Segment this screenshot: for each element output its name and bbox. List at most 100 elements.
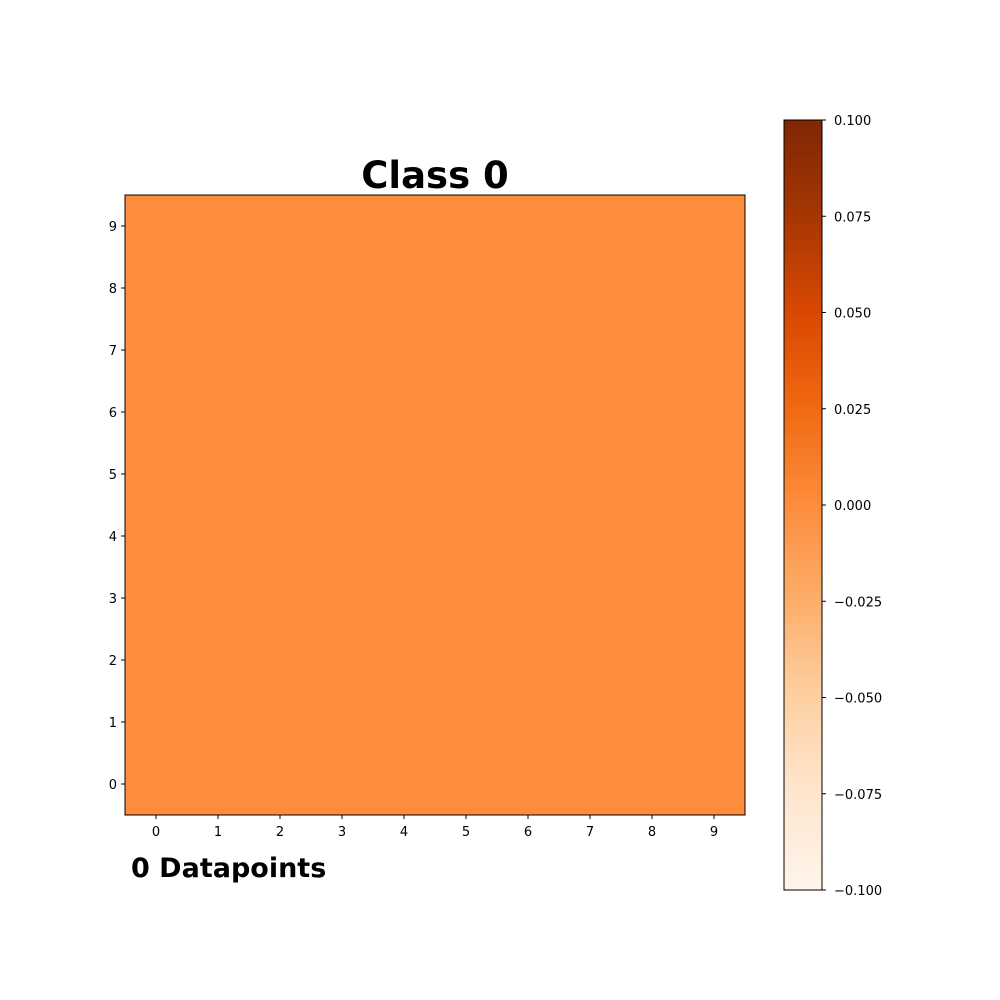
y-tick-label: 0: [109, 778, 117, 793]
heatmap-cell: [187, 567, 250, 630]
heatmap-cell: [559, 257, 622, 320]
heatmap-cell: [311, 319, 374, 382]
heatmap-cell: [497, 567, 560, 630]
heatmap-cell: [187, 195, 250, 258]
heatmap-cell: [559, 319, 622, 382]
heatmap-cell: [559, 505, 622, 568]
heatmap-cell: [249, 753, 312, 816]
heatmap-cell: [311, 567, 374, 630]
y-tick-label: 8: [109, 282, 117, 297]
colorbar-gradient: [783, 119, 823, 891]
heatmap-cell: [435, 505, 498, 568]
heatmap-cell: [125, 195, 188, 258]
x-tick-label: 7: [586, 825, 594, 840]
x-tick-label: 3: [338, 825, 346, 840]
x-tick-label: 1: [214, 825, 222, 840]
heatmap-cell: [683, 753, 746, 816]
heatmap-cell: [249, 505, 312, 568]
x-tick-label: 8: [648, 825, 656, 840]
heatmap-cell: [435, 443, 498, 506]
heatmap-cell: [497, 443, 560, 506]
y-tick-label: 7: [109, 344, 117, 359]
y-axis: 0 1 2 3 4 5 6 7 8 9: [109, 220, 125, 793]
heatmap-cell: [435, 195, 498, 258]
heatmap-cell: [559, 753, 622, 816]
x-tick-label: 2: [276, 825, 284, 840]
y-tick-label: 5: [109, 468, 117, 483]
heatmap-cell: [621, 505, 684, 568]
heatmap-cell: [497, 381, 560, 444]
heatmap-cell: [249, 443, 312, 506]
heatmap-cell: [435, 691, 498, 754]
heatmap-cell: [497, 691, 560, 754]
heatmap-cell: [683, 195, 746, 258]
heatmap-cell: [559, 567, 622, 630]
heatmap-cell: [311, 195, 374, 258]
heatmap-cell: [125, 257, 188, 320]
heatmap-cell: [435, 257, 498, 320]
heatmap-cell: [311, 691, 374, 754]
heatmap-cell: [249, 567, 312, 630]
x-axis: 0 1 2 3 4 5 6 7 8 9: [152, 815, 718, 840]
heatmap-cell: [187, 691, 250, 754]
heatmap-cell: [373, 443, 436, 506]
heatmap-cell: [373, 505, 436, 568]
heatmap-cell: [621, 443, 684, 506]
heatmap-cell: [311, 443, 374, 506]
heatmap-cell: [683, 629, 746, 692]
colorbar-tick-label: −0.100: [834, 884, 882, 899]
colorbar: 0.100 0.075 0.050 0.025 0.000 −0.025 −0.050 −0.…: [783, 114, 882, 899]
heatmap-cell: [373, 567, 436, 630]
heatmap-cell: [373, 753, 436, 816]
heatmap-cell: [311, 753, 374, 816]
colorbar-tick-label: 0.025: [834, 403, 871, 418]
heatmap-cell: [187, 443, 250, 506]
heatmap-cell: [621, 629, 684, 692]
colorbar-ticks: 0.100 0.075 0.050 0.025 0.000 −0.025 −0.050 −0.…: [822, 114, 882, 899]
heatmap-cell: [249, 691, 312, 754]
colorbar-tick-label: 0.050: [834, 307, 871, 322]
heatmap-cell: [311, 629, 374, 692]
heatmap-cell: [373, 691, 436, 754]
colorbar-tick-label: −0.025: [834, 595, 882, 610]
heatmap-cell: [373, 319, 436, 382]
heatmap-cell: [435, 629, 498, 692]
y-tick-label: 1: [109, 716, 117, 731]
heatmap-cell: [125, 629, 188, 692]
heatmap-cell: [249, 257, 312, 320]
heatmap-cell: [373, 257, 436, 320]
x-tick-label: 6: [524, 825, 532, 840]
y-tick-label: 9: [109, 220, 117, 235]
heatmap-cell: [497, 505, 560, 568]
heatmap-cell: [683, 443, 746, 506]
x-tick-label: 9: [710, 825, 718, 840]
heatmap-cell: [497, 629, 560, 692]
heatmap-cell: [125, 505, 188, 568]
heatmap-cell: [621, 257, 684, 320]
plot-frame: [124, 194, 746, 816]
heatmap-cell: [187, 319, 250, 382]
heatmap-cell: [125, 753, 188, 816]
heatmap-cell: [373, 195, 436, 258]
heatmap-cells: [125, 195, 746, 816]
y-tick-label: 2: [109, 654, 117, 669]
y-tick-label: 6: [109, 406, 117, 421]
heatmap-cell: [559, 691, 622, 754]
heatmap-cell: [683, 505, 746, 568]
y-tick-label: 3: [109, 592, 117, 607]
heatmap-cell: [621, 753, 684, 816]
heatmap-cell: [435, 381, 498, 444]
heatmap-cell: [373, 381, 436, 444]
heatmap-cell: [683, 381, 746, 444]
heatmap-cell: [683, 319, 746, 382]
heatmap-cell: [497, 753, 560, 816]
colorbar-tick-label: 0.000: [834, 499, 871, 514]
heatmap-cell: [621, 381, 684, 444]
heatmap-cell: [621, 319, 684, 382]
heatmap-cell: [621, 195, 684, 258]
y-tick-label: 4: [109, 530, 117, 545]
heatmap-cell: [497, 195, 560, 258]
heatmap-cell: [125, 567, 188, 630]
heatmap-cell: [559, 381, 622, 444]
